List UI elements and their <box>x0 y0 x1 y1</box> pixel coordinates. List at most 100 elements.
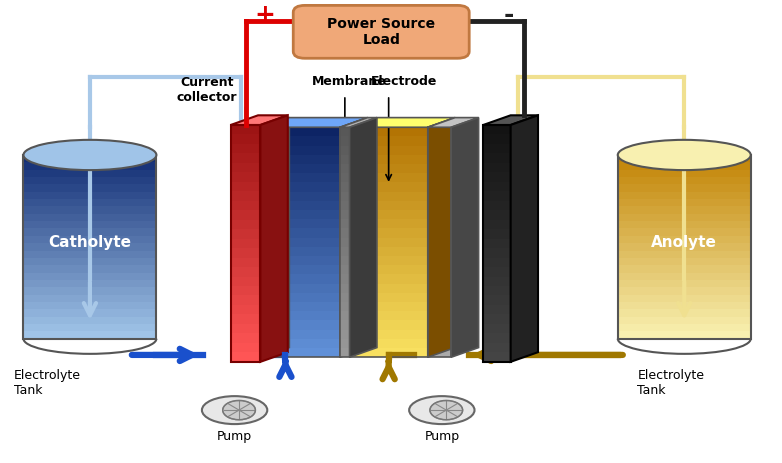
Bar <box>340 127 350 137</box>
Bar <box>350 192 428 201</box>
Text: Electrolyte
Tank: Electrolyte Tank <box>637 369 705 396</box>
Polygon shape <box>350 118 377 357</box>
Bar <box>428 284 451 293</box>
Bar <box>340 275 350 284</box>
Bar <box>231 201 260 210</box>
Bar <box>340 210 350 219</box>
Bar <box>428 265 451 275</box>
Bar <box>239 339 262 348</box>
Bar <box>231 324 260 333</box>
Bar <box>350 210 428 219</box>
Bar <box>428 275 451 284</box>
Bar <box>350 137 428 146</box>
Bar <box>483 229 511 238</box>
Bar <box>483 333 511 343</box>
Bar <box>483 220 511 229</box>
Bar <box>428 219 451 228</box>
Ellipse shape <box>618 140 751 170</box>
Bar <box>231 191 260 201</box>
Bar <box>483 352 511 362</box>
Bar <box>23 332 156 339</box>
FancyBboxPatch shape <box>293 6 469 58</box>
Bar <box>262 164 340 173</box>
Bar <box>262 275 340 284</box>
Bar <box>350 201 428 210</box>
Bar <box>618 258 751 265</box>
Bar <box>239 275 262 284</box>
Bar <box>350 127 428 137</box>
Bar <box>340 348 350 357</box>
Bar <box>340 201 350 210</box>
Bar <box>428 164 451 173</box>
Bar <box>262 137 340 146</box>
Bar <box>231 182 260 191</box>
Bar <box>483 343 511 352</box>
Bar <box>483 210 511 220</box>
Bar <box>231 305 260 314</box>
Bar <box>239 284 262 293</box>
Bar <box>262 330 340 339</box>
Bar <box>350 348 428 357</box>
Bar <box>483 314 511 324</box>
Bar <box>350 256 428 265</box>
Ellipse shape <box>409 396 475 424</box>
Bar <box>428 320 451 330</box>
Bar <box>231 229 260 238</box>
Bar <box>23 214 156 221</box>
Bar <box>350 238 428 247</box>
Text: Current
collector: Current collector <box>177 76 238 105</box>
Bar <box>262 146 340 155</box>
Bar <box>23 199 156 206</box>
Bar <box>350 127 428 357</box>
Bar <box>231 343 260 352</box>
Bar <box>23 287 156 294</box>
Bar <box>262 219 340 228</box>
Bar <box>428 348 451 357</box>
Bar <box>231 267 260 276</box>
Bar <box>428 173 451 182</box>
Bar <box>483 125 511 362</box>
Bar <box>262 302 340 311</box>
Bar <box>239 228 262 238</box>
Polygon shape <box>511 115 538 362</box>
Bar <box>350 247 428 256</box>
Bar <box>239 293 262 302</box>
Bar <box>428 256 451 265</box>
Bar <box>483 267 511 276</box>
Bar <box>350 219 428 228</box>
Bar <box>262 293 340 302</box>
Bar <box>231 134 260 144</box>
Bar <box>231 257 260 267</box>
Bar <box>340 192 350 201</box>
Bar <box>239 311 262 320</box>
Bar <box>483 248 511 257</box>
Bar <box>483 257 511 267</box>
Bar <box>231 125 260 362</box>
Polygon shape <box>260 115 288 362</box>
Polygon shape <box>350 118 455 127</box>
Bar <box>428 293 451 302</box>
Bar <box>262 155 340 164</box>
Bar <box>618 192 751 199</box>
Bar <box>618 221 751 228</box>
Bar <box>618 287 751 294</box>
Bar <box>340 146 350 155</box>
Bar <box>239 247 262 256</box>
Bar <box>618 294 751 302</box>
Bar <box>239 164 262 173</box>
Bar <box>340 228 350 238</box>
Bar <box>23 221 156 228</box>
Bar <box>428 182 451 192</box>
Bar <box>350 155 428 164</box>
Text: -: - <box>504 3 514 26</box>
Bar <box>239 330 262 339</box>
Bar <box>428 146 451 155</box>
Bar <box>428 238 451 247</box>
Bar <box>618 309 751 317</box>
Bar <box>239 137 262 146</box>
Bar <box>428 228 451 238</box>
Bar <box>262 127 340 357</box>
Bar <box>428 137 451 146</box>
Bar <box>618 155 751 163</box>
Bar <box>618 332 751 339</box>
